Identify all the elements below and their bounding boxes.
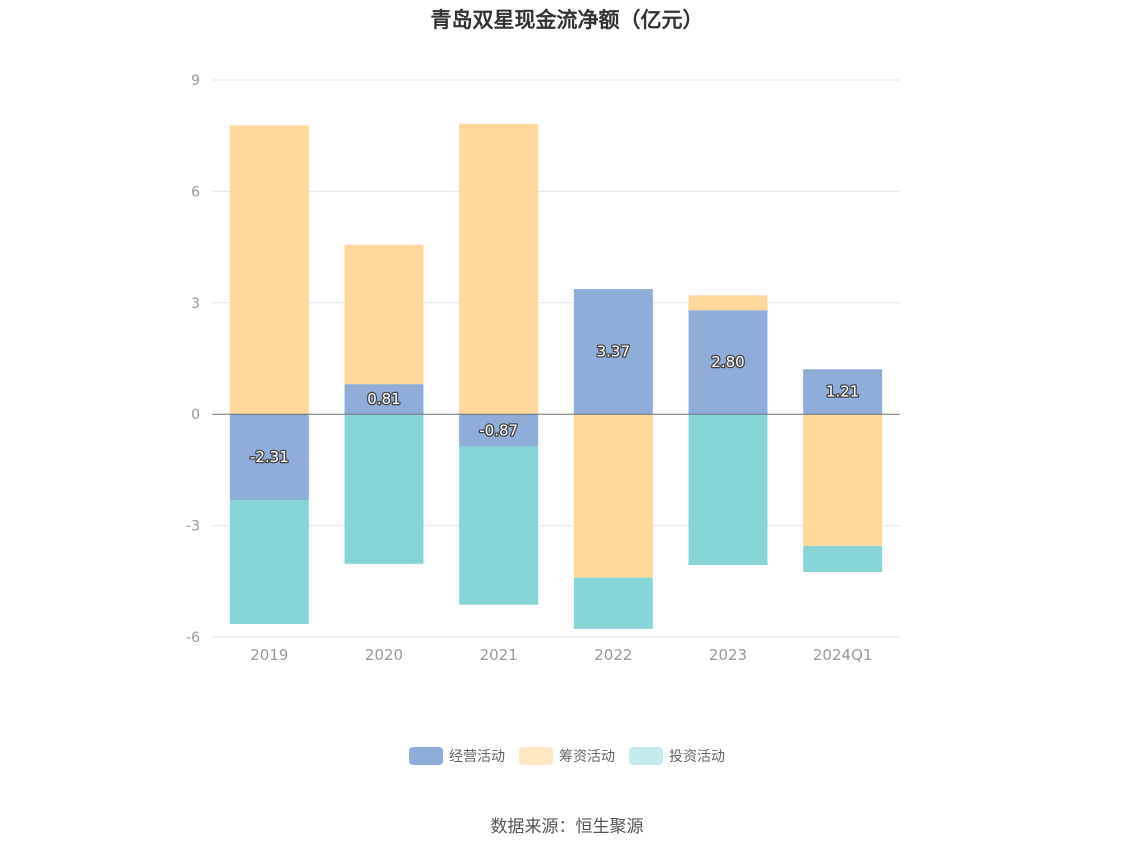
legend-label-financing: 筹资活动 <box>559 749 615 765</box>
bar-investing[interactable] <box>573 577 653 629</box>
y-tick-label: 6 <box>191 184 200 200</box>
bar-financing[interactable] <box>573 414 653 578</box>
bar-investing[interactable] <box>344 414 424 564</box>
bars <box>229 123 883 629</box>
data-label: 3.37 <box>597 343 630 361</box>
bar-financing[interactable] <box>459 123 539 415</box>
y-tick-label: 9 <box>191 73 200 89</box>
bar-investing[interactable] <box>229 499 309 625</box>
legend-swatch-financing <box>519 747 553 765</box>
bar-operating[interactable] <box>688 310 768 415</box>
bar-operating[interactable] <box>573 289 653 415</box>
legend: 经营活动 筹资活动 投资活动 <box>0 746 1134 766</box>
legend-label-investing: 投资活动 <box>669 749 725 765</box>
bar-financing[interactable] <box>803 414 883 547</box>
x-axis: 2019 2020 2021 2022 2023 2024Q1 <box>250 646 872 664</box>
data-source: 数据来源：恒生聚源 <box>490 817 644 837</box>
bar-investing[interactable] <box>803 546 883 573</box>
bar-operating[interactable] <box>803 369 883 415</box>
x-tick-label: 2019 <box>250 646 288 664</box>
legend-item-investing[interactable]: 投资活动 <box>629 746 725 766</box>
data-label: 0.81 <box>367 390 400 408</box>
y-tick-label: 0 <box>191 407 200 423</box>
bar-operating[interactable] <box>344 384 424 415</box>
bar-financing[interactable] <box>688 295 768 311</box>
legend-swatch-investing <box>629 747 663 765</box>
x-tick-label: 2020 <box>365 646 403 664</box>
chart-title: 青岛双星现金流净额（亿元） <box>430 8 704 32</box>
legend-item-financing[interactable]: 筹资活动 <box>519 746 615 766</box>
bar-operating[interactable] <box>459 414 539 447</box>
gridlines <box>212 79 900 638</box>
data-label: 1.21 <box>826 383 859 401</box>
legend-item-operating[interactable]: 经营活动 <box>409 746 505 766</box>
data-label: -2.31 <box>250 448 289 466</box>
x-tick-label: 2021 <box>480 646 518 664</box>
x-tick-label: 2024Q1 <box>813 646 873 664</box>
data-label: 2.80 <box>711 353 744 371</box>
data-label: -0.87 <box>479 421 518 439</box>
legend-label-operating: 经营活动 <box>449 749 505 765</box>
y-tick-label: -6 <box>186 630 200 646</box>
bar-investing[interactable] <box>459 446 539 605</box>
x-tick-label: 2023 <box>709 646 747 664</box>
legend-swatch-operating <box>409 747 443 765</box>
bar-financing[interactable] <box>229 125 309 415</box>
bar-investing[interactable] <box>688 414 768 565</box>
bar-financing[interactable] <box>344 244 424 385</box>
data-labels: -2.31 0.81 -0.87 3.37 2.80 1.21 <box>249 341 861 467</box>
x-tick-label: 2022 <box>594 646 632 664</box>
y-tick-label: -3 <box>186 519 200 535</box>
y-axis: 9 6 3 0 -3 -6 <box>186 73 200 646</box>
y-tick-label: 3 <box>191 296 200 312</box>
bar-operating[interactable] <box>229 414 309 500</box>
